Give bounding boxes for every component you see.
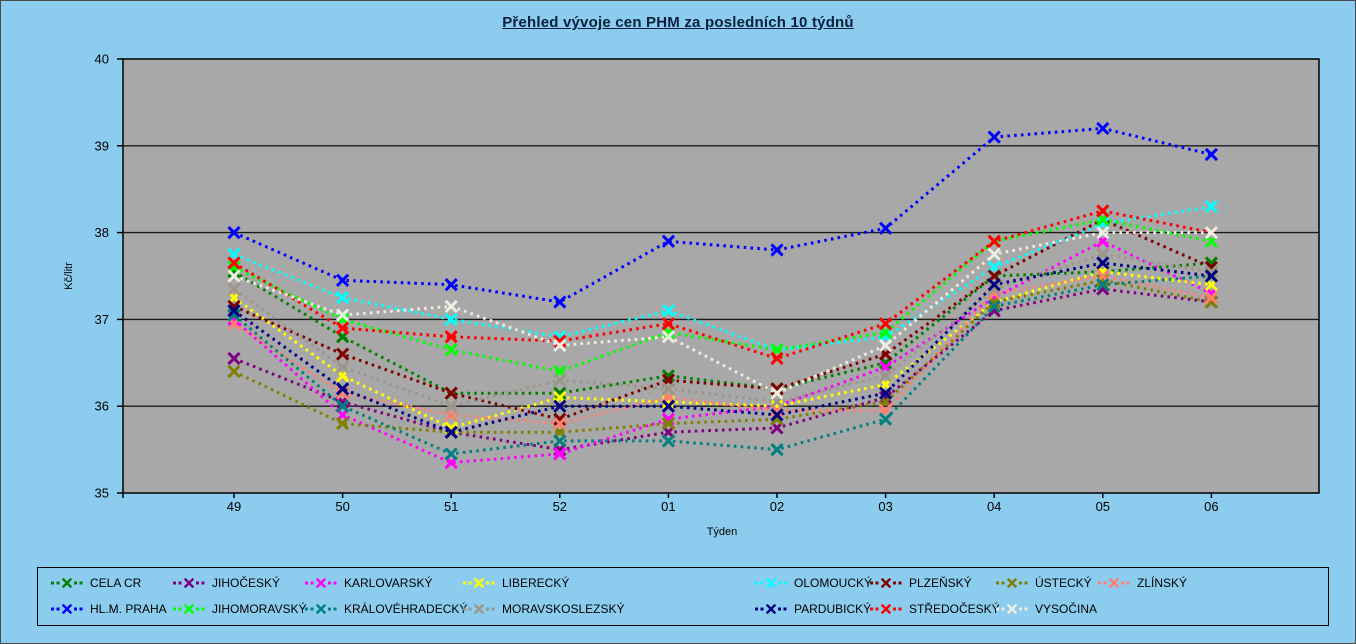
x-axis: 49 50 51 52 01 02 03 04 05 06	[122, 493, 1219, 514]
series-moravskoslezsky	[227, 247, 1219, 413]
series-markers	[227, 121, 1219, 309]
legend-swatch-icon	[754, 578, 788, 588]
legend-item-karlovarsky: KARLOVARSKÝ	[304, 575, 432, 591]
x-tick-label: 02	[770, 499, 784, 514]
x-tick-label: 50	[335, 499, 349, 514]
chart-title: Přehled vývoje cen PHM za posledních 10 …	[502, 14, 854, 31]
legend-swatch-icon	[50, 578, 84, 588]
legend-item-cela-cr: CELA CR	[50, 575, 141, 591]
series-zlinsky	[227, 269, 1219, 431]
legend-item-kralovehradecky: KRÁLOVÉHRADECKÝ	[304, 601, 467, 617]
legend-item-vysocina: VYSOČINA	[995, 601, 1097, 617]
series-markers	[227, 269, 1219, 461]
x-tick-label: 05	[1096, 499, 1110, 514]
series-jihocesky	[227, 282, 1219, 457]
y-tick-label: 38	[95, 225, 109, 240]
series-vysocina	[227, 225, 1219, 400]
legend-label: PARDUBICKÝ	[794, 602, 872, 616]
legend-swatch-icon	[462, 604, 496, 614]
legend-swatch-icon	[754, 604, 788, 614]
legend-label: LIBERECKÝ	[502, 576, 570, 590]
legend-item-hl-m-praha: HL.M. PRAHA	[50, 601, 167, 617]
x-tick-label: 52	[553, 499, 567, 514]
legend-swatch-icon	[172, 604, 206, 614]
y-axis-title: Kč/litr	[63, 262, 75, 290]
legend-swatch-icon	[869, 604, 903, 614]
y-tick-label: 40	[95, 52, 109, 67]
legend-item-liberecky: LIBERECKÝ	[462, 575, 569, 591]
legend-item-jihomoravsky: JIHOMORAVSKÝ	[172, 601, 306, 617]
chart-legend: CELA CR JIHOČESKÝ KARLOVARSKÝ LIBERECKÝ OLOM…	[37, 567, 1329, 626]
legend-item-pardubicky: PARDUBICKÝ	[754, 601, 871, 617]
series-markers	[227, 247, 1219, 413]
legend-item-olomoucky: OLOMOUCKÝ	[754, 575, 872, 591]
series-markers	[227, 204, 1219, 366]
plot-area	[122, 58, 1320, 494]
legend-label: ZLÍNSKÝ	[1137, 576, 1188, 590]
legend-swatch-icon	[869, 578, 903, 588]
legend-label: KARLOVARSKÝ	[344, 576, 433, 590]
legend-label: HL.M. PRAHA	[90, 602, 167, 616]
legend-item-moravskoslezsky: MORAVSKOSLEZSKÝ	[462, 601, 624, 617]
legend-label: PLZEŇSKÝ	[909, 576, 972, 590]
legend-swatch-icon	[304, 578, 338, 588]
legend-swatch-icon	[172, 578, 206, 588]
legend-label: ÚSTECKÝ	[1035, 576, 1092, 590]
x-tick-label: 49	[227, 499, 241, 514]
legend-swatch-icon	[462, 578, 496, 588]
y-tick-label: 37	[95, 312, 109, 327]
y-axis: 35 36 37 38 39 40	[95, 52, 123, 501]
x-tick-label: 06	[1204, 499, 1218, 514]
series-markers	[227, 225, 1219, 400]
legend-label: CELA CR	[90, 576, 142, 590]
legend-swatch-icon	[995, 604, 1029, 614]
legend-item-ustecky: ÚSTECKÝ	[995, 575, 1092, 591]
legend-label: JIHOČESKÝ	[212, 576, 281, 590]
legend-item-zlinsky: ZLÍNSKÝ	[1097, 575, 1187, 591]
series-stredocesky	[227, 204, 1219, 366]
series-markers	[227, 256, 1219, 439]
x-tick-label: 03	[878, 499, 892, 514]
legend-label: MORAVSKOSLEZSKÝ	[502, 602, 625, 616]
x-axis-title: Týden	[707, 526, 738, 538]
x-tick-label: 04	[987, 499, 1001, 514]
legend-label: VYSOČINA	[1035, 602, 1098, 616]
series-hl-m-praha	[227, 121, 1219, 309]
y-tick-label: 35	[95, 486, 109, 501]
legend-item-stredocesky: STŘEDOČESKÝ	[869, 601, 1000, 617]
legend-item-jihocesky: JIHOČESKÝ	[172, 575, 280, 591]
x-tick-label: 51	[444, 499, 458, 514]
y-tick-label: 36	[95, 399, 109, 414]
legend-swatch-icon	[50, 604, 84, 614]
x-tick-label: 01	[661, 499, 675, 514]
y-tick-label: 39	[95, 138, 109, 153]
legend-label: OLOMOUCKÝ	[794, 576, 873, 590]
legend-swatch-icon	[995, 578, 1029, 588]
legend-label: STŘEDOČESKÝ	[909, 602, 1000, 616]
legend-label: JIHOMORAVSKÝ	[212, 602, 307, 616]
series-markers	[227, 269, 1219, 431]
series-kralovehradecky	[227, 269, 1219, 461]
legend-item-plzensky: PLZEŇSKÝ	[869, 575, 972, 591]
series-pardubicky	[227, 256, 1219, 439]
legend-swatch-icon	[304, 604, 338, 614]
price-trend-chart: 35 36 37 38 39 40 49 50 51 52 01 02 03 04 05 06 Kč/litr T…	[63, 52, 1320, 538]
legend-swatch-icon	[1097, 578, 1131, 588]
legend-label: KRÁLOVÉHRADECKÝ	[344, 602, 468, 616]
